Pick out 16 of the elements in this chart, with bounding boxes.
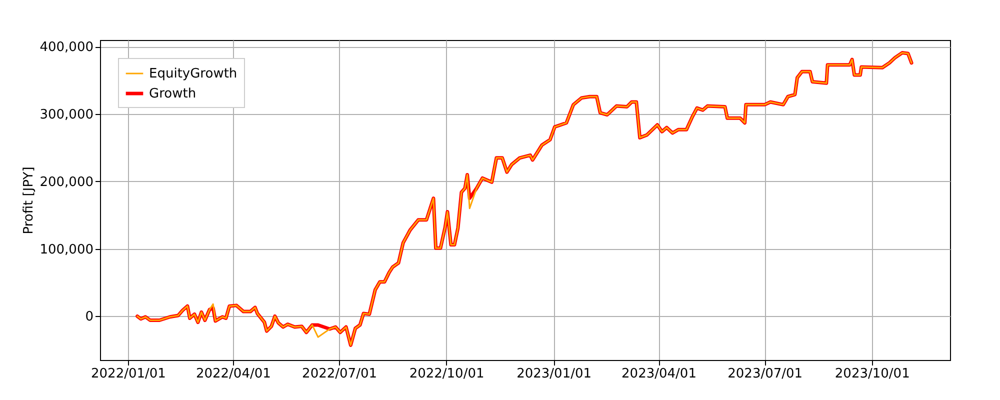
y-tick-label: 300,000 [40, 108, 94, 123]
x-tick-label: 2022/07/01 [302, 366, 377, 382]
x-tick-label: 2023/04/01 [622, 366, 696, 382]
x-tick-label: 2023/07/01 [728, 366, 803, 382]
y-tick-label: 100,000 [40, 242, 94, 258]
y-axis-title: Profit [JPY] [22, 166, 37, 234]
legend-label: EquityGrowth [149, 66, 238, 82]
y-tick-label: 200,000 [40, 174, 94, 190]
x-tick-label: 2022/04/01 [196, 366, 271, 382]
x-tick-label: 2022/10/01 [409, 366, 484, 382]
legend-label: Growth [149, 86, 196, 102]
x-tick-label: 2022/01/01 [91, 366, 166, 382]
y-tick-label: 400,000 [40, 40, 94, 56]
x-tick-label: 2023/10/01 [834, 366, 910, 382]
x-tick-label: 2023/01/01 [516, 366, 592, 382]
y-tick-label: 0 [85, 310, 94, 325]
